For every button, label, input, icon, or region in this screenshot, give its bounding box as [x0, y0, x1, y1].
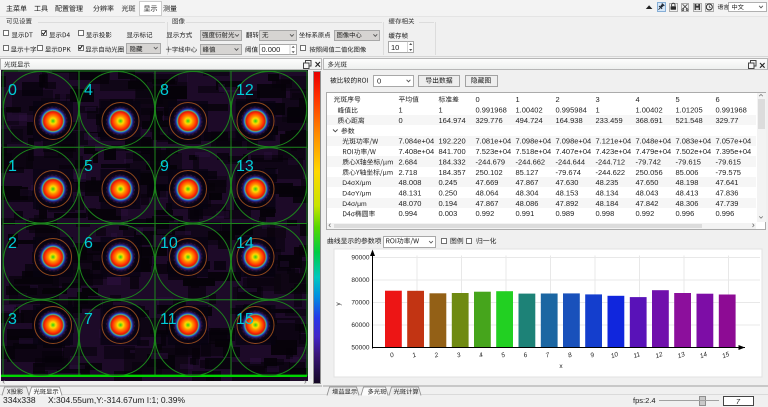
svg-text:9: 9	[160, 158, 169, 175]
svg-text:12: 12	[654, 351, 664, 360]
svg-text:9: 9	[589, 352, 595, 360]
svg-text:3: 3	[456, 352, 462, 360]
svg-text:13: 13	[677, 351, 687, 360]
svg-text:13: 13	[236, 158, 254, 175]
svg-text:0: 0	[389, 352, 395, 360]
svg-text:2: 2	[8, 235, 17, 252]
svg-text:10: 10	[610, 351, 620, 360]
svg-text:14: 14	[699, 351, 709, 360]
svg-text:3: 3	[8, 311, 17, 328]
svg-text:60000: 60000	[351, 322, 369, 329]
svg-text:80000: 80000	[351, 277, 369, 284]
svg-text:2: 2	[433, 352, 440, 360]
svg-text:5: 5	[500, 352, 506, 360]
svg-text:0: 0	[8, 82, 17, 99]
svg-text:6: 6	[84, 235, 93, 252]
svg-text:15: 15	[721, 351, 731, 360]
svg-text:8: 8	[160, 82, 169, 99]
svg-text:70000: 70000	[351, 300, 369, 307]
svg-text:14: 14	[236, 235, 254, 252]
svg-text:x: x	[559, 363, 563, 370]
svg-text:5: 5	[84, 158, 93, 175]
svg-text:7: 7	[84, 311, 93, 328]
svg-text:11: 11	[633, 351, 642, 360]
svg-text:8: 8	[567, 352, 573, 360]
svg-text:7: 7	[545, 352, 551, 360]
svg-text:90000: 90000	[351, 255, 369, 262]
svg-text:y: y	[335, 302, 342, 306]
svg-text:6: 6	[523, 352, 529, 360]
svg-text:4: 4	[84, 82, 93, 99]
svg-text:50000: 50000	[351, 345, 369, 352]
svg-text:15: 15	[236, 311, 254, 328]
svg-text:10: 10	[160, 235, 178, 252]
svg-text:12: 12	[236, 82, 254, 99]
svg-text:4: 4	[478, 352, 484, 360]
svg-text:1: 1	[8, 158, 17, 175]
svg-text:1: 1	[411, 352, 417, 360]
svg-text:11: 11	[160, 311, 177, 328]
